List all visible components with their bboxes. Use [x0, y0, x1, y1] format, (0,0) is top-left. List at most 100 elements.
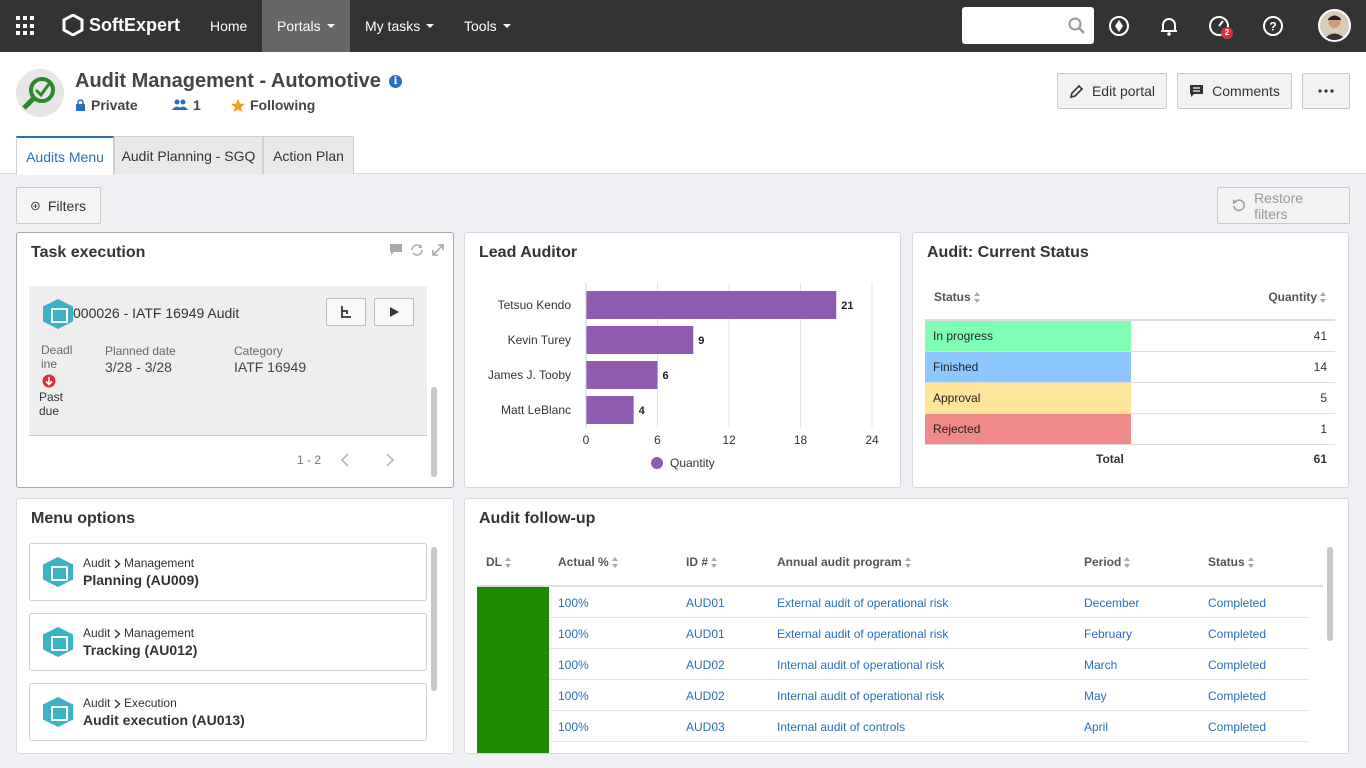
- id-cell[interactable]: AUD01: [686, 627, 725, 641]
- nav-home[interactable]: Home: [195, 0, 262, 52]
- program-cell[interactable]: Internal audit of controls: [777, 720, 906, 734]
- star-icon: [231, 98, 245, 112]
- following-toggle[interactable]: Following: [231, 97, 315, 113]
- status-cell[interactable]: Completed: [1208, 596, 1267, 610]
- status-row[interactable]: Finished 14: [925, 352, 1335, 383]
- apps-grid-icon[interactable]: [16, 16, 36, 36]
- edit-portal-button[interactable]: Edit portal: [1057, 73, 1167, 109]
- column-header-period[interactable]: Period: [1084, 555, 1131, 569]
- id-cell[interactable]: AUD02: [686, 689, 725, 703]
- refresh-icon[interactable]: [410, 243, 424, 257]
- id-cell[interactable]: AUD01: [686, 596, 725, 610]
- chevron-right-icon[interactable]: [384, 452, 396, 468]
- program-cell[interactable]: External audit of operational risk: [777, 627, 949, 641]
- members-count[interactable]: 1: [172, 97, 201, 113]
- menu-option-card[interactable]: Audit Execution Audit execution (AU013): [29, 683, 427, 741]
- search-input[interactable]: [962, 7, 1094, 44]
- menu-option-card[interactable]: Audit Management Tracking (AU012): [29, 613, 427, 671]
- workflow-button[interactable]: [326, 298, 366, 326]
- menu-option-name: Planning (AU009): [83, 572, 199, 588]
- task-name[interactable]: 000026 - IATF 16949 Audit: [73, 305, 240, 321]
- actual-cell[interactable]: 100%: [558, 596, 589, 610]
- tab-audits-menu[interactable]: Audits Menu: [16, 136, 114, 175]
- status-cell[interactable]: Completed: [1208, 627, 1267, 641]
- actual-cell[interactable]: 100%: [558, 627, 589, 641]
- scrollbar[interactable]: [431, 547, 437, 691]
- id-cell[interactable]: AUD02: [686, 658, 725, 672]
- column-header-actual[interactable]: Actual %: [558, 555, 619, 569]
- table-row[interactable]: 100% AUD01 External audit of operational r…: [477, 587, 1309, 618]
- category-label: Category: [234, 344, 283, 358]
- members-label: 1: [193, 97, 201, 113]
- lead-auditor-panel: Lead Auditor 0 6 12 18 24 Tetsuo Kendo 21 Kevin…: [464, 232, 901, 488]
- status-row[interactable]: In progress 41: [925, 321, 1335, 352]
- program-cell[interactable]: External audit of operational risk: [777, 596, 949, 610]
- dl-indicator: [477, 680, 549, 711]
- softexpert-logo[interactable]: SoftExpert: [62, 14, 180, 36]
- status-cell[interactable]: Completed: [1208, 720, 1267, 734]
- menu-options-panel: Menu options Audit Management Planning (A…: [16, 498, 454, 754]
- period-cell[interactable]: February: [1084, 627, 1133, 641]
- info-icon[interactable]: i: [389, 75, 402, 88]
- more-options-button[interactable]: [1302, 73, 1350, 109]
- column-header-dl[interactable]: DL: [486, 555, 512, 569]
- program-cell[interactable]: Internal audit of operational risk: [777, 658, 945, 672]
- execute-button[interactable]: [374, 298, 414, 326]
- data-label: 9: [698, 335, 704, 347]
- lock-icon: [76, 99, 85, 111]
- bell-icon[interactable]: [1157, 14, 1181, 38]
- comments-button[interactable]: Comments: [1177, 73, 1292, 109]
- nav-tools[interactable]: Tools: [449, 0, 526, 52]
- status-cell[interactable]: Completed: [1208, 689, 1267, 703]
- status-column-header[interactable]: Status: [934, 290, 981, 304]
- column-header-program[interactable]: Annual audit program: [777, 555, 912, 569]
- id-cell[interactable]: AUD03: [686, 720, 725, 734]
- scrollbar[interactable]: [431, 387, 437, 477]
- dl-indicator: [477, 649, 549, 680]
- gauge-icon[interactable]: [1207, 14, 1231, 38]
- tab-action-plan[interactable]: Action Plan: [263, 136, 354, 174]
- status-cell[interactable]: Completed: [1208, 658, 1267, 672]
- status-row[interactable]: Approval 5: [925, 383, 1335, 414]
- menu-option-card[interactable]: Audit Management Planning (AU009): [29, 543, 427, 601]
- nav-portals[interactable]: Portals: [262, 0, 350, 52]
- column-header-id[interactable]: ID #: [686, 555, 718, 569]
- help-icon[interactable]: ?: [1261, 14, 1285, 38]
- period-cell[interactable]: April: [1084, 720, 1109, 734]
- user-avatar[interactable]: [1318, 9, 1351, 42]
- workflow-icon: [341, 306, 351, 318]
- comment-icon[interactable]: [389, 243, 403, 256]
- column-header-status[interactable]: Status: [1208, 555, 1255, 569]
- tab-audit-planning[interactable]: Audit Planning - SGQ: [114, 136, 263, 174]
- expand-icon[interactable]: [431, 243, 445, 257]
- table-divider: [477, 585, 1323, 587]
- scrollbar[interactable]: [1327, 547, 1333, 641]
- table-row[interactable]: 100% AUD01 External audit of operational r…: [477, 618, 1309, 649]
- table-row[interactable]: 100% AUD02 Internal audit of operational r…: [477, 649, 1309, 680]
- restore-filters-button[interactable]: Restore filters: [1217, 187, 1350, 224]
- program-cell[interactable]: Internal audit of operational risk: [777, 689, 945, 703]
- period-cell[interactable]: May: [1084, 689, 1107, 703]
- nav-my-tasks[interactable]: My tasks: [350, 0, 449, 52]
- chevron-right-icon: [114, 559, 121, 569]
- actual-cell[interactable]: 100%: [558, 658, 589, 672]
- filters-button[interactable]: Filters: [16, 187, 101, 224]
- chevron-left-icon[interactable]: [339, 452, 351, 468]
- audit-follow-up-panel: Audit follow-up DL Actual % ID # Annual …: [464, 498, 1349, 754]
- portal-header: Audit Management - Automotive i Private …: [0, 52, 1366, 175]
- period-cell[interactable]: December: [1084, 596, 1140, 610]
- table-row[interactable]: 100% AUD02 Internal audit of operational r…: [477, 680, 1309, 711]
- sort-icon: [973, 292, 981, 304]
- status-header-label: Status: [934, 290, 971, 304]
- actual-cell[interactable]: 100%: [558, 689, 589, 703]
- status-row[interactable]: Rejected 1: [925, 414, 1335, 445]
- sort-icon: [611, 557, 619, 569]
- table-row[interactable]: 100% AUD03 Internal audit of controls April…: [477, 711, 1309, 742]
- period-cell[interactable]: March: [1084, 658, 1118, 672]
- task-card[interactable]: 000026 - IATF 16949 Audit Deadl ine Past…: [29, 286, 427, 436]
- quantity-column-header[interactable]: Quantity: [1268, 290, 1327, 304]
- breadcrumb-parent: Audit: [83, 626, 111, 640]
- actual-cell[interactable]: 100%: [558, 720, 589, 734]
- compass-icon[interactable]: [1107, 14, 1131, 38]
- status-cell: Rejected: [925, 414, 1131, 444]
